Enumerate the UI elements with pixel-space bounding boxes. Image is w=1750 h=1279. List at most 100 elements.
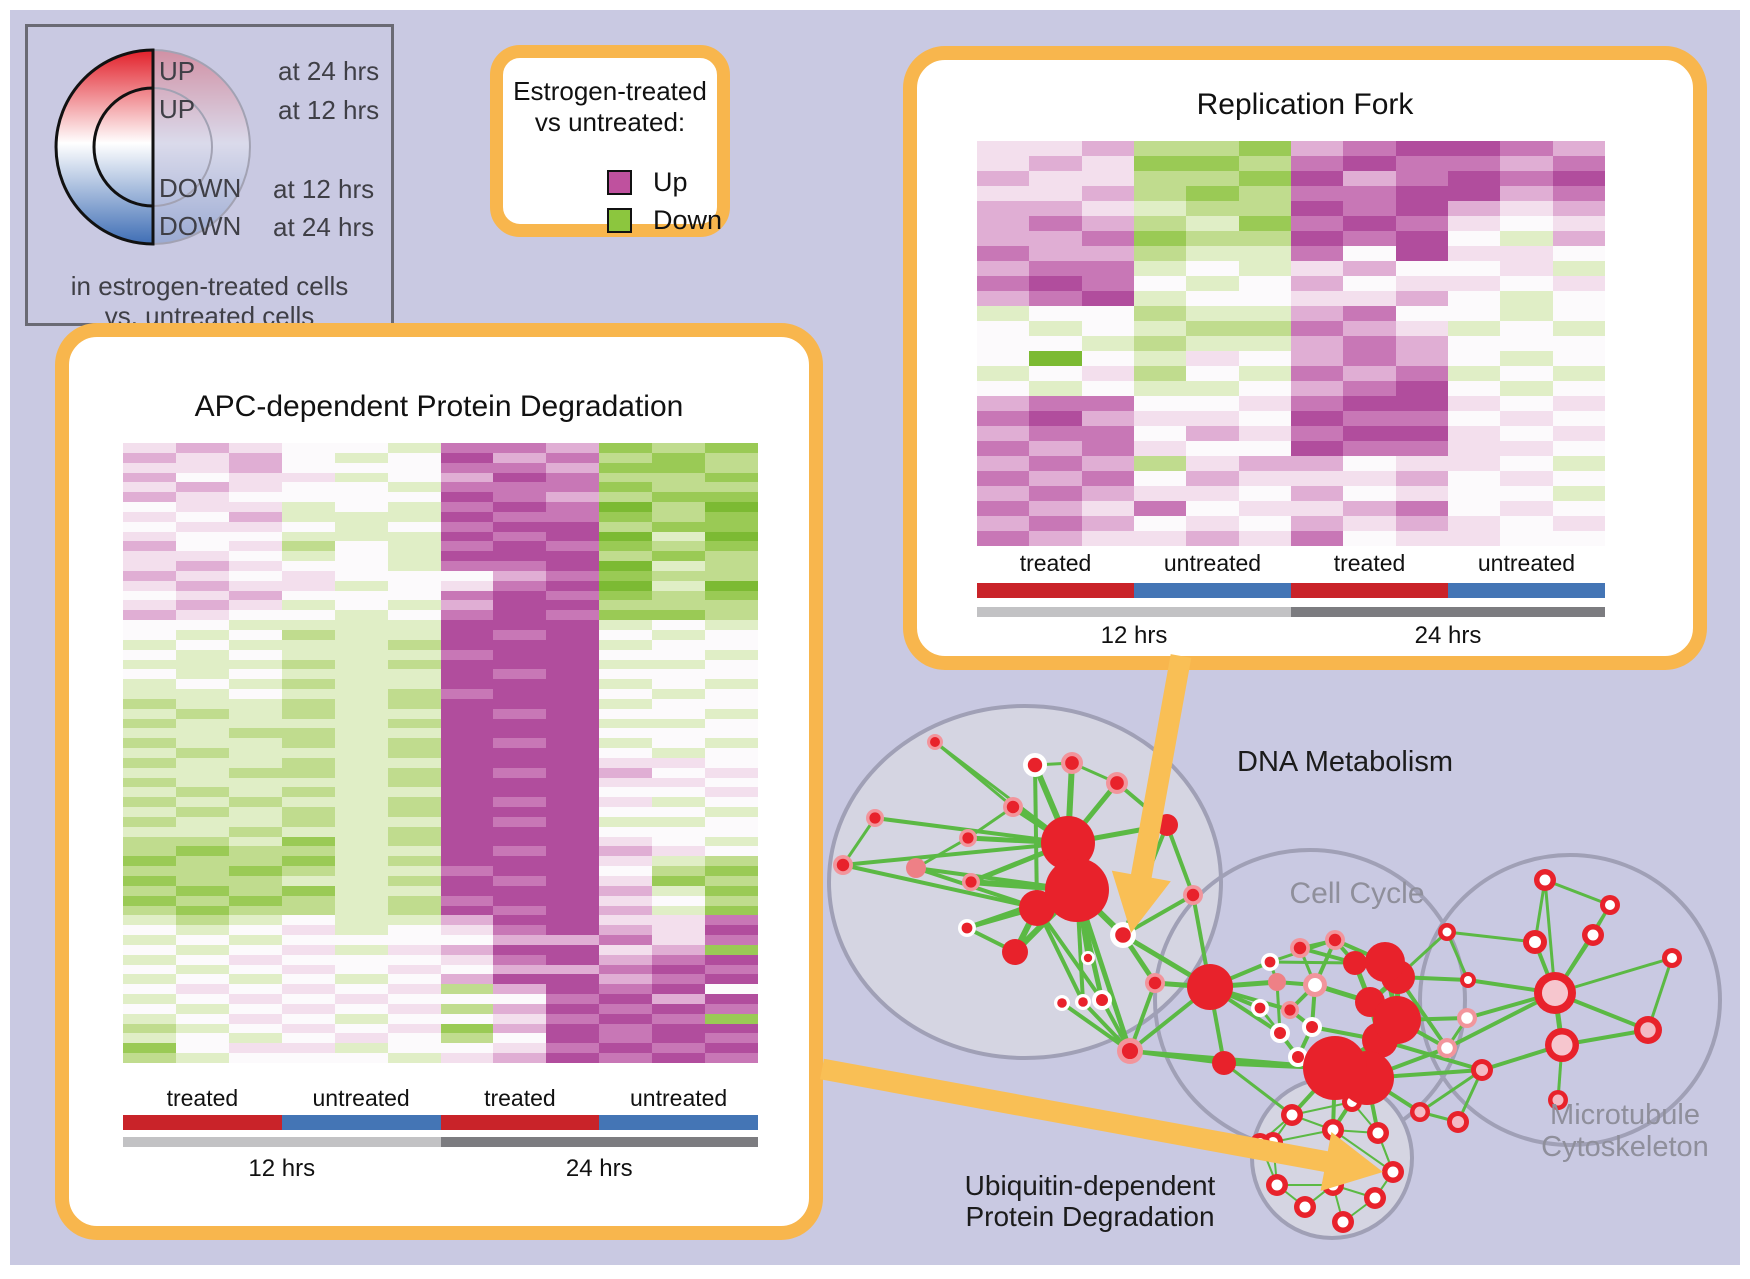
heatmap-cell: [228, 718, 282, 729]
estrogen-legend-title-line1: Estrogen-treated: [513, 76, 707, 106]
heatmap-cell: [334, 718, 388, 729]
heatmap-cell: [387, 551, 441, 562]
heatmap-cell: [1186, 321, 1239, 336]
heatmap-cell: [599, 600, 653, 611]
heatmap-cell: [546, 787, 600, 798]
heatmap-cell: [1081, 186, 1134, 201]
heatmap-cell: [281, 600, 335, 611]
heatmap-cell: [652, 767, 706, 778]
heatmap-cell: [546, 974, 600, 985]
heatmap-cell: [123, 738, 176, 749]
heatmap-cell: [1133, 441, 1187, 456]
heatmap-cell: [440, 521, 494, 532]
heatmap-cell: [1290, 396, 1344, 411]
heatmap-cell: [1343, 486, 1396, 501]
heatmap-cell: [228, 541, 282, 552]
heatmap-cell: [1238, 261, 1291, 276]
heatmap-cell: [387, 876, 441, 886]
heatmap-cell: [123, 708, 176, 719]
heatmap-cell: [387, 984, 441, 995]
heatmap-cell: [175, 994, 229, 1004]
heatmap-cell: [1029, 321, 1082, 336]
heatmap-cell: [493, 895, 547, 906]
heatmap-cell: [652, 994, 706, 1004]
heatmap-cell: [599, 974, 653, 985]
heatmap-cell: [1081, 531, 1134, 546]
heatmap-cell: [705, 826, 758, 837]
heatmap-cell: [123, 895, 176, 906]
heatmap-cell: [1290, 531, 1344, 546]
cluster-label-microtubule-cytoskeleton: Microtubule Cytoskeleton: [1541, 1099, 1709, 1164]
heatmap-cell: [175, 541, 229, 552]
condition-label-untreated-24hrs: untreated: [630, 1085, 728, 1111]
heatmap-cell: [1238, 186, 1291, 201]
heatmap-cell: [1290, 276, 1344, 291]
heatmap-cell: [334, 836, 388, 847]
heatmap-cell: [1395, 171, 1448, 186]
heatmap-cell: [1029, 261, 1082, 276]
heatmap-cell: [123, 452, 176, 463]
heatmap-cell: [493, 1003, 547, 1014]
heatmap-cell: [334, 689, 388, 699]
heatmap-cell: [1552, 246, 1605, 261]
heatmap-cell: [1343, 186, 1396, 201]
heatmap-cell: [599, 580, 653, 591]
heatmap-cell: [1447, 336, 1501, 351]
heatmap-cell: [440, 994, 494, 1004]
heatmap-cell: [599, 649, 653, 660]
heatmap-cell: [1081, 426, 1134, 441]
heatmap-cell: [228, 649, 282, 660]
heatmap-cell: [123, 964, 176, 975]
heatmap-cell: [281, 570, 335, 581]
heatmap-cell: [387, 492, 441, 503]
heatmap-cell: [281, 639, 335, 650]
heatmap-cell: [493, 659, 547, 670]
heatmap-cell: [1290, 516, 1344, 531]
heatmap-cell: [175, 462, 229, 473]
heatmap-cell: [652, 502, 706, 512]
heatmap-cell: [228, 905, 282, 916]
heatmap-cell: [599, 452, 653, 463]
key-up-24-dir: UP: [159, 56, 196, 86]
heatmap-cell: [599, 738, 653, 749]
treated-color-bar: [440, 1115, 600, 1130]
heatmap-cell: [440, 1023, 494, 1034]
heatmap-cell: [123, 502, 176, 512]
heatmap-cell: [1290, 216, 1344, 231]
heatmap-cell: [546, 757, 600, 768]
heatmap-cell: [599, 767, 653, 778]
heatmap-cell: [175, 639, 229, 650]
heatmap-cell: [705, 728, 758, 739]
heatmap-cell: [652, 1033, 706, 1044]
heatmap-cell: [123, 816, 176, 827]
heatmap-cell: [1029, 201, 1082, 216]
heatmap-cell: [175, 1023, 229, 1034]
heatmap-cell: [599, 984, 653, 995]
heatmap-cell: [599, 531, 653, 542]
heatmap-cell: [334, 629, 388, 640]
heatmap-cell: [546, 836, 600, 847]
heatmap-cell: [281, 777, 335, 788]
heatmap-cell: [334, 876, 388, 886]
heatmap-cell: [175, 1043, 229, 1054]
heatmap-cell: [440, 580, 494, 591]
heatmap-cell: [705, 748, 758, 758]
heatmap-cell: [1029, 306, 1082, 321]
heatmap-cell: [705, 679, 758, 690]
key-down-24-dir: DOWN: [159, 211, 242, 241]
heatmap-cell: [440, 797, 494, 808]
heatmap-cell: [493, 856, 547, 867]
heatmap-cell: [546, 1023, 600, 1034]
heatmap-cell: [228, 826, 282, 837]
heatmap-cell: [705, 443, 758, 453]
heatmap-cell: [599, 1013, 653, 1024]
heatmap-cell: [175, 669, 229, 680]
heatmap-cell: [281, 659, 335, 670]
heatmap-cell: [334, 738, 388, 749]
heatmap-cell: [387, 659, 441, 670]
heatmap-cell: [281, 531, 335, 542]
heatmap-cell: [546, 502, 600, 512]
heatmap-cell: [228, 876, 282, 886]
heatmap-cell: [123, 600, 176, 611]
heatmap-cell: [1133, 336, 1187, 351]
